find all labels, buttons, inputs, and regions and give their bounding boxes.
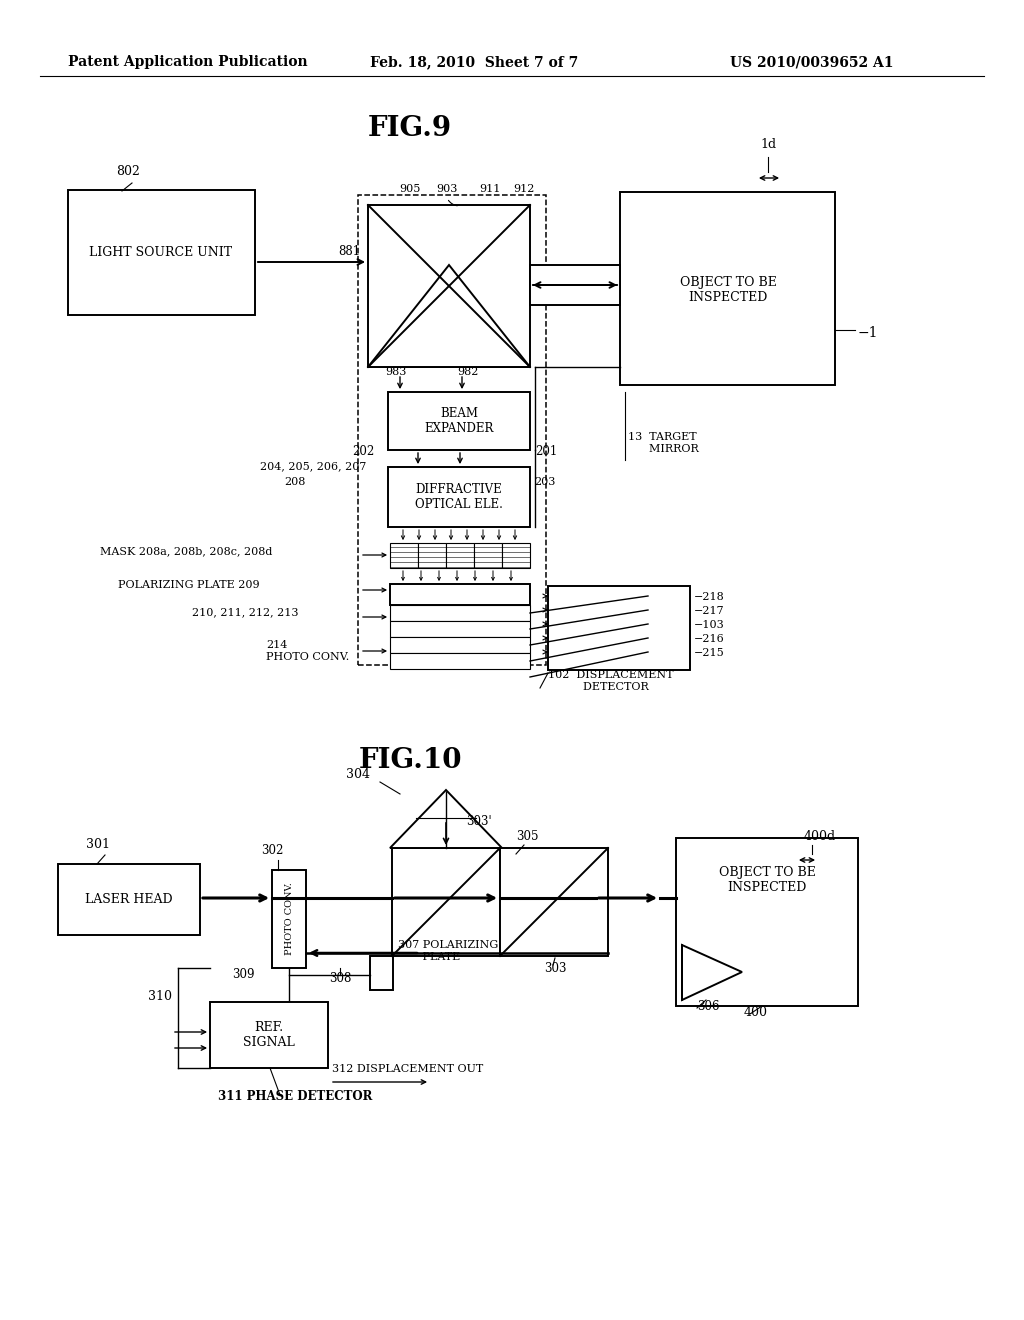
Text: POLARIZING PLATE 209: POLARIZING PLATE 209 (118, 579, 260, 590)
Text: 1d: 1d (760, 139, 776, 150)
Polygon shape (368, 265, 530, 367)
Bar (500, 847, 608, 956)
Bar (530, 265, 620, 305)
Text: Patent Application Publication: Patent Application Publication (68, 55, 307, 69)
Text: 912: 912 (513, 183, 535, 194)
Text: MASK 208a, 208b, 208c, 208d: MASK 208a, 208b, 208c, 208d (100, 546, 272, 556)
Bar (390, 583, 530, 605)
Text: −217: −217 (694, 606, 725, 616)
Text: 881: 881 (338, 246, 360, 257)
Text: Feb. 18, 2010  Sheet 7 of 7: Feb. 18, 2010 Sheet 7 of 7 (370, 55, 579, 69)
Bar (358, 195, 546, 665)
Bar (390, 653, 530, 669)
Text: 201: 201 (535, 445, 557, 458)
Text: 911: 911 (479, 183, 501, 194)
Bar (548, 586, 690, 671)
Text: FIG.10: FIG.10 (358, 747, 462, 774)
Text: BEAM
EXPANDER: BEAM EXPANDER (424, 407, 494, 436)
Text: 203: 203 (534, 477, 555, 487)
Text: 208: 208 (284, 477, 305, 487)
Text: 202: 202 (352, 445, 374, 458)
Text: 204, 205, 206, 207: 204, 205, 206, 207 (260, 461, 367, 471)
Bar (272, 870, 306, 968)
Bar (390, 605, 530, 620)
Bar (418, 543, 446, 568)
Text: PHOTO CONV.: PHOTO CONV. (285, 883, 294, 956)
Bar (58, 865, 200, 935)
Text: 983: 983 (385, 367, 407, 378)
Text: −1: −1 (858, 326, 879, 341)
Text: 903: 903 (436, 183, 458, 194)
Text: 400d: 400d (804, 830, 837, 843)
Bar (620, 191, 835, 385)
Bar (388, 392, 530, 450)
Text: 307 POLARIZING
       PLATE: 307 POLARIZING PLATE (398, 940, 499, 962)
Polygon shape (682, 945, 742, 1001)
Text: 802: 802 (116, 165, 140, 178)
Text: −218: −218 (694, 591, 725, 602)
Text: LASER HEAD: LASER HEAD (85, 894, 173, 906)
Bar (388, 467, 530, 527)
Text: 982: 982 (458, 367, 478, 378)
Text: LIGHT SOURCE UNIT: LIGHT SOURCE UNIT (89, 247, 232, 260)
Text: 305: 305 (516, 830, 539, 843)
Bar (676, 838, 858, 1006)
Text: −215: −215 (694, 648, 725, 657)
Bar (392, 847, 500, 956)
Bar (390, 543, 418, 568)
Text: 302: 302 (261, 843, 284, 857)
Bar (370, 956, 393, 990)
Text: PHOTO CONV.: PHOTO CONV. (266, 652, 349, 663)
Text: 301: 301 (86, 838, 110, 851)
Text: 304: 304 (346, 768, 370, 781)
Text: OBJECT TO BE
INSPECTED: OBJECT TO BE INSPECTED (719, 866, 815, 894)
Bar (68, 190, 255, 315)
Text: 312 DISPLACEMENT OUT: 312 DISPLACEMENT OUT (332, 1064, 483, 1074)
Text: 308: 308 (329, 972, 351, 985)
Bar (390, 620, 530, 638)
Text: 210, 211, 212, 213: 210, 211, 212, 213 (193, 607, 299, 616)
Bar (502, 543, 530, 568)
Text: 400: 400 (744, 1006, 768, 1019)
Text: 310: 310 (148, 990, 172, 1003)
Text: US 2010/0039652 A1: US 2010/0039652 A1 (730, 55, 894, 69)
Bar (368, 205, 530, 367)
Text: DIFFRACTIVE
OPTICAL ELE.: DIFFRACTIVE OPTICAL ELE. (415, 483, 503, 511)
Text: −216: −216 (694, 634, 725, 644)
Text: 311 PHASE DETECTOR: 311 PHASE DETECTOR (218, 1090, 373, 1104)
Text: 303': 303' (466, 814, 492, 828)
Text: 13  TARGET
      MIRROR: 13 TARGET MIRROR (628, 433, 698, 454)
Bar (390, 638, 530, 653)
Bar (446, 543, 474, 568)
Text: 905: 905 (399, 183, 421, 194)
Bar (474, 543, 502, 568)
Text: REF.
SIGNAL: REF. SIGNAL (243, 1020, 295, 1049)
Text: −103: −103 (694, 620, 725, 630)
Text: 214: 214 (266, 640, 288, 649)
Bar (210, 1002, 328, 1068)
Text: FIG.9: FIG.9 (368, 115, 452, 141)
Text: 306: 306 (697, 1001, 720, 1012)
Text: 102  DISPLACEMENT
          DETECTOR: 102 DISPLACEMENT DETECTOR (548, 671, 674, 692)
Text: 309: 309 (232, 968, 255, 981)
Text: 303: 303 (544, 962, 566, 975)
Polygon shape (390, 789, 502, 847)
Text: OBJECT TO BE
INSPECTED: OBJECT TO BE INSPECTED (680, 276, 776, 304)
